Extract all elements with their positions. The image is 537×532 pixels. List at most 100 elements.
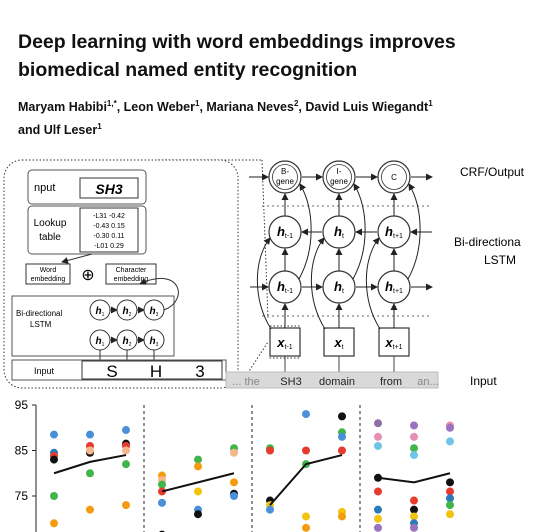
inset-forward-cell-label: h3 (150, 306, 159, 318)
author-affiliation: 1 (428, 99, 433, 108)
char-embedding-line1: Character (116, 267, 147, 274)
author-affiliation: 1 (97, 122, 102, 131)
data-point (122, 460, 130, 469)
author-name: David Luis Wiegandt (305, 100, 429, 114)
inset-backward-cell-label: h1 (96, 336, 105, 348)
forward-cell-label: ht (334, 279, 344, 295)
data-point (266, 446, 274, 455)
data-point (374, 505, 382, 514)
data-point (230, 492, 238, 500)
backward-cell-label: ht-1 (277, 224, 293, 240)
data-point (374, 441, 382, 450)
data-point (302, 512, 310, 521)
data-point (446, 494, 454, 503)
backward-cell-label: ht (334, 224, 344, 240)
lookup-label-2: table (39, 232, 61, 243)
data-point (374, 419, 382, 428)
crf-output-label: CRF/Output (460, 165, 525, 179)
author-affiliation: 2 (293, 99, 299, 108)
network-input-label: Input (470, 374, 497, 388)
median-line (53, 454, 127, 475)
data-point (158, 498, 166, 507)
data-point (122, 426, 130, 435)
sentence-token: ... the (232, 376, 260, 388)
data-point (446, 478, 454, 487)
bilstm-label-line1: Bi-directiona (454, 235, 521, 249)
backward-lstm-cell (377, 215, 411, 249)
input-vector-label: xt (333, 335, 343, 351)
data-point (446, 501, 454, 510)
sentence-token: from (380, 376, 402, 388)
inset-input-label: nput (34, 182, 55, 194)
char-embedding-line2: embedding (114, 276, 149, 283)
title-line-2: biomedical named entity recognition (18, 59, 358, 81)
data-point (374, 514, 382, 523)
author-affiliation: 1,* (106, 99, 117, 108)
data-point (230, 478, 238, 487)
data-point (410, 421, 418, 430)
data-point (302, 446, 310, 455)
output-tag-line1: I- (337, 167, 342, 176)
forward-lstm-cell (268, 270, 302, 304)
data-point (194, 487, 202, 496)
data-point (194, 462, 202, 471)
data-point (410, 444, 418, 453)
inset-bottom-input-label: Input (34, 366, 55, 376)
paper-title: Deep learning with word embeddings impro… (18, 28, 533, 84)
backward-cell-label: ht+1 (385, 224, 403, 240)
inset-input-word: SH3 (95, 181, 122, 197)
inset-panel: nput S H 3 Lookup table -L31 -0.42 -0.43 0.… (3, 159, 239, 389)
data-point (50, 492, 58, 500)
inset-bilstm-line1: Bi-directional (16, 309, 62, 318)
median-line (269, 454, 343, 506)
input-vector-label: xt-1 (276, 335, 293, 351)
data-point (446, 510, 454, 519)
concat-plus-icon: ⊕ (81, 267, 94, 284)
word-embedding-line2: embedding (31, 276, 66, 283)
data-point (374, 432, 382, 441)
data-point (410, 505, 418, 514)
figure: nput S H 3 Lookup table -L31 -0.42 -0.43 0.… (3, 159, 525, 532)
inset-forward-cell-label: h2 (123, 306, 132, 318)
input-vector (378, 327, 410, 357)
title-line-1: Deep learning with word embeddings impro… (18, 31, 456, 53)
inset-char: 3 (195, 362, 204, 381)
data-point (50, 519, 58, 528)
zoom-connector (158, 159, 269, 389)
data-point (50, 430, 58, 439)
data-point (374, 487, 382, 496)
y-tick-label: 85 (15, 444, 29, 458)
sentence-token: SH3 (280, 376, 301, 388)
scatter-chart: 95 85 75 (15, 398, 454, 532)
word-embedding-line1: Word (40, 267, 57, 274)
data-point (338, 432, 346, 441)
author-list: Maryam Habibi1,*, Leon Weber1, Mariana N… (18, 99, 433, 137)
forward-lstm-cell (377, 270, 411, 304)
inset-forward-cell-label: h1 (96, 306, 105, 318)
data-point (86, 505, 94, 514)
lookup-row: -L31 -0.42 (93, 213, 125, 220)
bilstm-crf-network: B-gene ht-1 ht-1 xt-1 I-gene ht ht xt Cht+1 ht+1 x… (249, 160, 433, 372)
author-affiliation: 1 (194, 99, 200, 108)
data-point (446, 437, 454, 446)
output-tag-line1: B- (281, 167, 289, 176)
input-sentence-bar (225, 371, 439, 389)
inset-char: H (150, 362, 162, 381)
input-sentence: ... the SH3 domain from an... (232, 376, 438, 388)
inset-backward-cell-label: h2 (123, 336, 132, 348)
lookup-table: -L31 -0.42 -0.43 0.15 -0.30 0.11 -L01 0.29 (93, 213, 125, 250)
data-point (410, 451, 418, 460)
data-point (446, 423, 454, 432)
lookup-row: -0.30 0.11 (93, 233, 124, 240)
median-line (161, 472, 235, 493)
data-point (410, 512, 418, 521)
data-point (410, 523, 418, 532)
backward-lstm-cell (268, 215, 302, 249)
data-point (338, 446, 346, 455)
data-point (194, 510, 202, 519)
data-point (338, 412, 346, 421)
inset-backward-cell-label: h3 (150, 336, 159, 348)
forward-cell-label: ht-1 (277, 279, 293, 295)
data-point (122, 501, 130, 510)
inset-char: S (106, 362, 117, 381)
